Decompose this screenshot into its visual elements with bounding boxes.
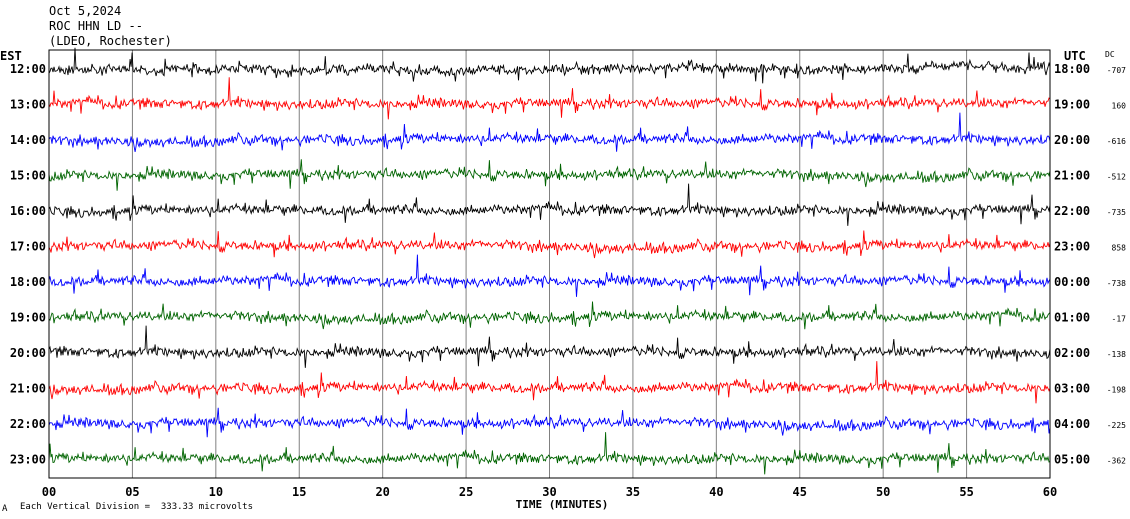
x-tick-label: 35 (626, 485, 640, 499)
header-network: (LDEO, Rochester) (49, 34, 172, 48)
est-hour-label: 17:00 (10, 240, 46, 254)
utc-hour-label: 19:00 (1054, 98, 1090, 112)
dc-offset-label: 858 (1112, 244, 1127, 253)
est-hour-label: 12:00 (10, 62, 46, 76)
dc-offset-label: 160 (1112, 102, 1127, 111)
utc-hour-label: 21:00 (1054, 169, 1090, 183)
dc-offset-label: -738 (1107, 279, 1126, 288)
est-hour-label: 16:00 (10, 204, 46, 218)
trace-1900 (48, 301, 1051, 330)
vertical-grid (131, 50, 968, 478)
plot-frame (48, 49, 1051, 479)
x-tick-label: 15 (292, 485, 306, 499)
utc-hour-label: 18:00 (1054, 62, 1090, 76)
header-station: ROC HHN LD -- (49, 19, 143, 33)
footer-symbol: A (2, 504, 8, 514)
trace-1800 (48, 254, 1051, 297)
est-hour-label: 23:00 (10, 453, 46, 467)
utc-hour-label: 23:00 (1054, 240, 1090, 254)
dc-offset-label: -138 (1107, 350, 1126, 359)
right-timezone-label: UTC (1064, 49, 1086, 63)
utc-hour-label: 05:00 (1054, 453, 1090, 467)
row-labels: 12:00 18:00 -707 13:00 19:00 160 14:00 20:00 -61… (10, 62, 1126, 467)
utc-hour-label: 03:00 (1054, 382, 1090, 396)
x-tick-label: 25 (459, 485, 473, 499)
dc-offset-label: -707 (1107, 66, 1126, 75)
est-hour-label: 19:00 (10, 311, 46, 325)
x-axis-title: TIME (MINUTES) (516, 498, 609, 511)
dc-offset-label: -17 (1112, 315, 1127, 324)
est-hour-label: 18:00 (10, 275, 46, 289)
trace-1600 (48, 183, 1051, 226)
est-hour-label: 21:00 (10, 382, 46, 396)
trace-2200 (48, 407, 1051, 438)
x-axis-ticks: 00 05 10 15 20 25 30 35 40 45 50 55 60 (42, 485, 1057, 499)
trace-1200 (48, 47, 1051, 84)
utc-hour-label: 02:00 (1054, 346, 1090, 360)
x-tick-label: 05 (125, 485, 139, 499)
footer-scale-note: Each Vertical Division = 333.33 microvol… (20, 502, 253, 512)
est-hour-label: 22:00 (10, 417, 46, 431)
x-tick-label: 30 (542, 485, 556, 499)
dc-offset-label: -735 (1107, 208, 1126, 217)
est-hour-label: 13:00 (10, 98, 46, 112)
trace-2000 (48, 325, 1051, 368)
trace-lines (48, 47, 1051, 475)
x-tick-label: 20 (375, 485, 389, 499)
utc-hour-label: 00:00 (1054, 275, 1090, 289)
dc-header: DC (1105, 50, 1115, 59)
utc-hour-label: 04:00 (1054, 417, 1090, 431)
x-tick-label: 50 (876, 485, 890, 499)
x-tick-label: 10 (209, 485, 223, 499)
utc-hour-label: 22:00 (1054, 204, 1090, 218)
dc-offset-label: -362 (1107, 457, 1126, 466)
trace-2300 (48, 432, 1051, 475)
x-tick-label: 60 (1043, 485, 1057, 499)
dc-offset-label: -512 (1107, 173, 1126, 182)
dc-offset-label: -198 (1107, 386, 1126, 395)
header-date: Oct 5,2024 (49, 4, 122, 18)
est-hour-label: 14:00 (10, 133, 46, 147)
est-hour-label: 15:00 (10, 169, 46, 183)
trace-1700 (48, 230, 1051, 259)
dc-offset-label: -225 (1107, 421, 1126, 430)
x-tick-label: 55 (959, 485, 973, 499)
x-tick-label: 00 (42, 485, 56, 499)
dc-offset-label: -616 (1107, 137, 1126, 146)
trace-1400 (48, 112, 1051, 152)
x-tick-label: 45 (793, 485, 807, 499)
utc-hour-label: 20:00 (1054, 133, 1090, 147)
est-hour-label: 20:00 (10, 346, 46, 360)
trace-1300 (48, 77, 1051, 120)
utc-hour-label: 01:00 (1054, 311, 1090, 325)
left-timezone-label: EST (0, 49, 22, 63)
x-tick-label: 40 (709, 485, 723, 499)
trace-2100 (48, 361, 1051, 404)
trace-1500 (48, 159, 1051, 191)
